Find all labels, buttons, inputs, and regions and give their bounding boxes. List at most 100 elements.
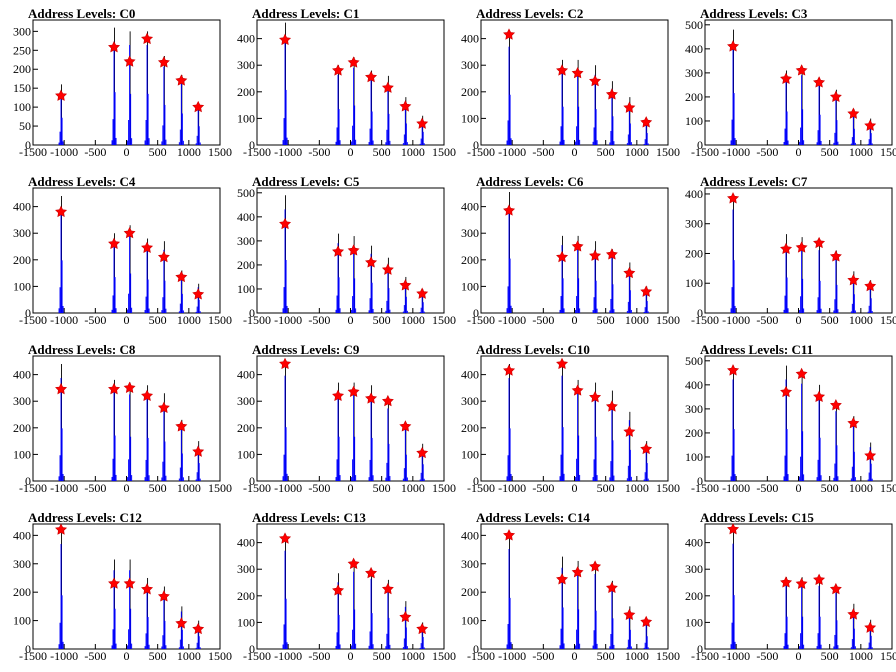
y-tick-label: 400 [685, 378, 703, 392]
peak-marker [108, 382, 121, 395]
peak-marker [829, 399, 842, 411]
chart-panel-3: Address Levels: C30100200300400500-1500-… [685, 6, 896, 159]
x-tick-label: -1500 [19, 649, 47, 663]
x-tick-label: -500 [756, 649, 778, 663]
y-tick-label: 100 [237, 111, 255, 125]
x-tick-label: -1500 [467, 649, 495, 663]
chart-panel-8: Address Levels: C8 0 100 200 300 400 -1500 -100… [13, 342, 232, 495]
x-tick-label: 500 [821, 481, 839, 495]
x-tick-label: 0 [124, 145, 130, 159]
x-tick-label: -500 [308, 145, 330, 159]
y-tick-label: 300 [13, 226, 31, 240]
x-tick-label: 1500 [432, 313, 456, 327]
x-tick-label: 1500 [656, 145, 680, 159]
chart-title: Address Levels: C10 [476, 342, 590, 357]
y-tick-label: 200 [685, 589, 703, 603]
x-tick-label: 500 [149, 649, 167, 663]
peak-marker [141, 389, 154, 401]
peak-marker [640, 442, 653, 455]
x-tick-label: 0 [348, 481, 354, 495]
peak-marker [556, 573, 569, 585]
x-tick-label: 1000 [625, 649, 649, 663]
x-tick-label: -1000 [722, 313, 750, 327]
y-tick-label: 100 [461, 279, 479, 293]
y-tick-label: 100 [237, 615, 255, 629]
chart-panel-13: Address Levels: C13 0 100 200 300 400 -1500 -10… [237, 510, 456, 663]
chart-panel-11: Address Levels: C11 0 100 200 300 400 500 -1500… [685, 342, 896, 495]
x-tick-label: 500 [597, 649, 615, 663]
x-tick-label: 1000 [849, 481, 873, 495]
peak-marker [556, 250, 569, 263]
x-tick-label: 0 [348, 313, 354, 327]
y-tick-label: 400 [13, 528, 31, 542]
peak-marker [381, 81, 394, 93]
y-tick-label: 0 [249, 474, 255, 488]
x-tick-label: 1500 [656, 481, 680, 495]
x-tick-label: -1000 [50, 481, 78, 495]
y-tick-label: 100 [13, 447, 31, 461]
y-tick-label: 100 [685, 276, 703, 290]
y-tick-label: 200 [461, 85, 479, 99]
chart-panel-12: Address Levels: C12 0 100 200 300 400 -1500 -10… [13, 510, 232, 663]
y-tick-label: 300 [685, 66, 703, 80]
peak-marker [141, 583, 154, 595]
x-tick-label: -1000 [498, 649, 526, 663]
peak-marker [623, 101, 636, 113]
x-tick-label: 500 [373, 649, 391, 663]
x-tick-label: -500 [308, 649, 330, 663]
x-tick-label: -500 [532, 313, 554, 327]
peak-marker [813, 390, 826, 402]
peak-marker [589, 390, 602, 403]
x-tick-label: -1000 [498, 313, 526, 327]
chart-panel-14: Address Levels: C14 0 100 200 300 400 -1500 -10… [461, 510, 680, 663]
peak-marker [623, 425, 636, 437]
y-tick-label: 0 [473, 642, 479, 656]
chart-title: Address Levels: C11 [700, 342, 813, 357]
peak-marker [55, 205, 68, 218]
chart-title: Address Levels: C0 [28, 6, 135, 21]
x-tick-label: -1500 [243, 145, 271, 159]
peak-marker [571, 240, 584, 252]
y-tick-label: 400 [685, 187, 703, 201]
peak-marker [864, 621, 877, 633]
x-tick-label: 0 [572, 649, 578, 663]
chart-title: Address Levels: C7 [700, 174, 808, 189]
x-tick-label: 0 [796, 145, 802, 159]
x-tick-label: 500 [149, 313, 167, 327]
y-tick-label: 200 [237, 85, 255, 99]
y-tick-label: 300 [685, 562, 703, 576]
x-tick-label: 1000 [177, 649, 201, 663]
peak-marker [847, 417, 860, 429]
x-tick-label: -1000 [722, 145, 750, 159]
y-tick-label: 0 [697, 642, 703, 656]
x-tick-label: -500 [84, 649, 106, 663]
peak-marker [399, 610, 412, 623]
x-tick-label: 1000 [401, 649, 425, 663]
x-tick-label: -1500 [467, 481, 495, 495]
x-tick-label: 0 [796, 649, 802, 663]
peak-marker [556, 357, 569, 370]
x-tick-label: -500 [756, 145, 778, 159]
peak-marker [780, 576, 793, 588]
y-tick-label: 50 [19, 119, 31, 133]
peak-marker [399, 279, 412, 291]
peak-marker [192, 100, 205, 113]
y-tick-label: 0 [25, 474, 31, 488]
y-tick-label: 0 [697, 138, 703, 152]
x-tick-label: 0 [796, 481, 802, 495]
x-tick-label: -500 [308, 481, 330, 495]
y-tick-label: 100 [13, 279, 31, 293]
x-tick-label: -1500 [691, 313, 719, 327]
peak-marker [175, 420, 188, 432]
x-tick-label: -1500 [19, 481, 47, 495]
peak-marker [780, 385, 793, 398]
y-tick-label: 150 [13, 81, 31, 95]
y-tick-label: 200 [685, 246, 703, 260]
x-tick-label: 1500 [880, 313, 896, 327]
peak-marker [589, 74, 602, 87]
peak-marker [589, 249, 602, 261]
x-tick-label: 0 [348, 649, 354, 663]
y-tick-label: 0 [697, 306, 703, 320]
peak-marker [571, 566, 584, 578]
y-tick-label: 400 [461, 200, 479, 214]
